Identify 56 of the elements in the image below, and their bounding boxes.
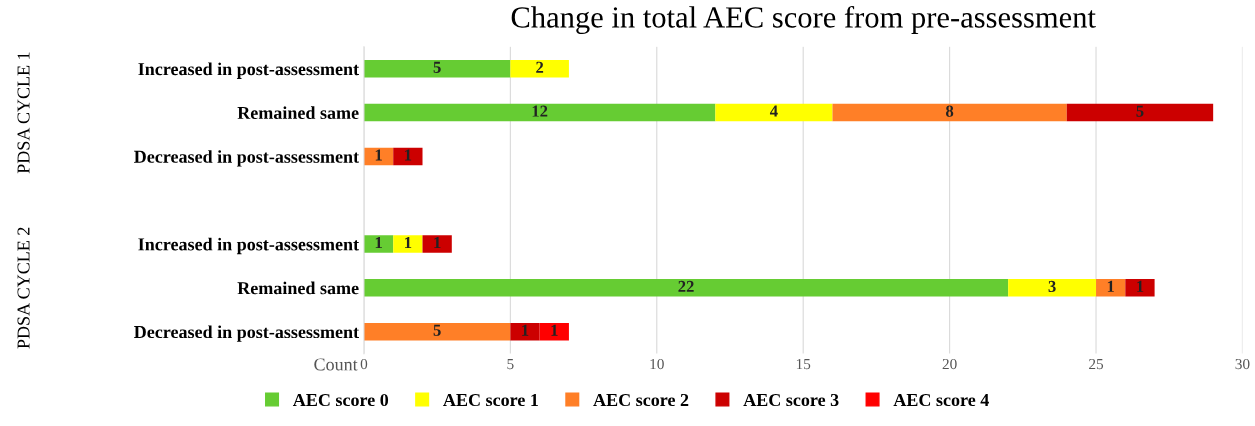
bar: [1066, 103, 1214, 122]
bar: [363, 322, 511, 341]
y-tick-label: Increased in post-assessment: [138, 62, 359, 79]
bar: [363, 60, 511, 78]
legend-label: AEC score 1: [443, 393, 538, 407]
data-label: 1: [1107, 280, 1114, 292]
data-label: 12: [532, 105, 548, 117]
x-tick-label: 20: [942, 358, 957, 370]
data-label: 5: [433, 324, 441, 336]
data-label: 2: [536, 61, 544, 73]
y-tick-label: Remained same: [237, 281, 359, 295]
text: PDSA CYCLE 1: [17, 52, 30, 174]
data-label: 22: [678, 280, 694, 292]
bar: [363, 235, 394, 253]
data-label: 3: [1048, 280, 1056, 293]
data-label: 1: [375, 237, 382, 249]
x-tick-label: 0: [360, 358, 368, 370]
x-tick-label: 10: [650, 358, 664, 370]
data-label: 1: [434, 237, 441, 249]
bar: [393, 235, 423, 253]
legend-label: AEC score 3: [743, 393, 839, 407]
x-tick-label: 15: [796, 358, 811, 370]
bar: [1096, 279, 1126, 297]
data-label: 5: [1136, 105, 1144, 117]
x-axis-title: Count: [314, 358, 358, 371]
bar: [1125, 279, 1155, 297]
data-label: 8: [946, 105, 954, 117]
bar: [715, 103, 833, 122]
data-label: 1: [405, 237, 412, 249]
y-tick-label: Increased in post-assessment: [138, 237, 359, 255]
bar: [363, 279, 1009, 297]
data-label: 1: [522, 324, 529, 336]
text: PDSA CYCLE 2: [17, 227, 30, 349]
legend-label: AEC score 0: [292, 393, 389, 407]
bar: [510, 322, 540, 341]
data-label: 1: [405, 149, 412, 161]
bar: [393, 147, 423, 166]
y-tick-label: Decreased in post-assessment: [134, 150, 359, 167]
data-label: 1: [375, 149, 382, 161]
chart-title: Change in total AEC score from pre-assessment: [511, 5, 1096, 35]
bar: [1008, 279, 1097, 297]
data-label: 1: [551, 324, 558, 336]
x-tick-label: 5: [507, 359, 514, 370]
bar: [363, 103, 716, 122]
x-tick-label: 25: [1089, 358, 1104, 370]
bar: [422, 235, 452, 253]
data-label: 1: [1137, 280, 1144, 292]
data-label: 4: [769, 105, 778, 117]
y-tick-label: Decreased in post-assessment: [134, 325, 359, 342]
bar: [510, 60, 569, 78]
y-tick-label: Remained same: [237, 106, 359, 120]
bar: [832, 103, 1067, 122]
x-tick-label: 30: [1235, 358, 1250, 370]
legend-label: AEC score 4: [893, 393, 989, 407]
legend-label: AEC score 2: [593, 393, 689, 407]
data-label: 5: [433, 61, 441, 73]
